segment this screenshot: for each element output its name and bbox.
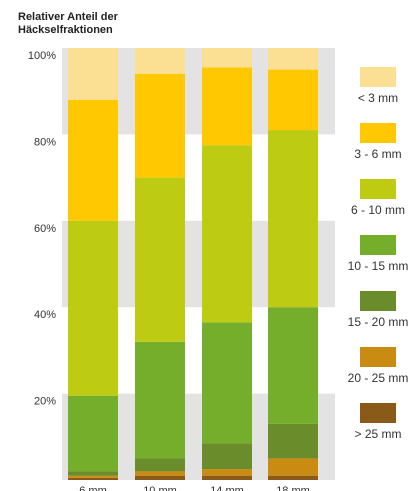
x-tick-label: 6 mm — [79, 485, 107, 491]
bar-segment — [68, 99, 118, 221]
y-tick-label: 80% — [34, 136, 56, 148]
legend-swatch — [360, 235, 396, 255]
bar-segment — [268, 130, 318, 308]
bar-segment — [135, 475, 185, 480]
bar-segment — [68, 475, 118, 478]
legend-swatch — [360, 67, 396, 87]
x-tick-label: 10 mm — [143, 485, 177, 491]
bar-segment — [202, 145, 252, 323]
bar-segment — [268, 458, 318, 476]
chart-title-line-2: Häckselfraktionen — [18, 24, 113, 36]
bar-segment — [135, 471, 185, 476]
legend-label: > 25 mm — [354, 427, 401, 441]
bar-segment — [202, 469, 252, 476]
bar-segment — [135, 177, 185, 342]
bar-segment — [68, 477, 118, 480]
bar-segment — [202, 443, 252, 470]
bar-segment — [268, 475, 318, 480]
y-axis: 20% 40% 60% 80% 100% — [28, 50, 56, 408]
y-tick-label: 20% — [34, 396, 56, 408]
legend-swatch — [360, 123, 396, 143]
bar-segment — [68, 220, 118, 396]
legend-swatch — [360, 403, 396, 423]
bar-segment — [268, 307, 318, 424]
bar-segment — [202, 48, 252, 68]
legend-swatch — [360, 347, 396, 367]
bar-segment — [68, 471, 118, 476]
bar-segment — [268, 423, 318, 459]
y-tick-label: 40% — [34, 309, 56, 321]
x-tick-label: 18 mm — [276, 485, 310, 491]
bar-segment — [202, 67, 252, 146]
bar-segment — [268, 69, 318, 131]
legend-label: 20 - 25 mm — [348, 371, 409, 385]
bar-segment — [268, 48, 318, 70]
chart-title-line-1: Relativer Anteil der — [18, 11, 119, 23]
bar-segment — [135, 341, 185, 459]
legend-label: < 3 mm — [358, 91, 398, 105]
x-axis: 6 mm 10 mm 14 mm 18 mm — [79, 485, 310, 491]
bars — [68, 48, 318, 480]
bar-segment — [135, 48, 185, 74]
bar-segment — [68, 395, 118, 472]
legend-swatch — [360, 291, 396, 311]
legend-label: 10 - 15 mm — [348, 259, 409, 273]
bar-segment — [135, 458, 185, 472]
bar-segment — [202, 322, 252, 444]
y-tick-label: 100% — [28, 50, 56, 62]
bar-segment — [202, 475, 252, 480]
legend-label: 3 - 6 mm — [354, 147, 401, 161]
x-tick-label: 14 mm — [210, 485, 244, 491]
legend: < 3 mm 3 - 6 mm 6 - 10 mm 10 - 15 mm 15 - 20… — [348, 67, 409, 441]
legend-label: 15 - 20 mm — [348, 315, 409, 329]
bar-segment — [135, 73, 185, 178]
bar-segment — [68, 48, 118, 100]
legend-swatch — [360, 179, 396, 199]
y-tick-label: 60% — [34, 223, 56, 235]
legend-label: 6 - 10 mm — [351, 203, 405, 217]
